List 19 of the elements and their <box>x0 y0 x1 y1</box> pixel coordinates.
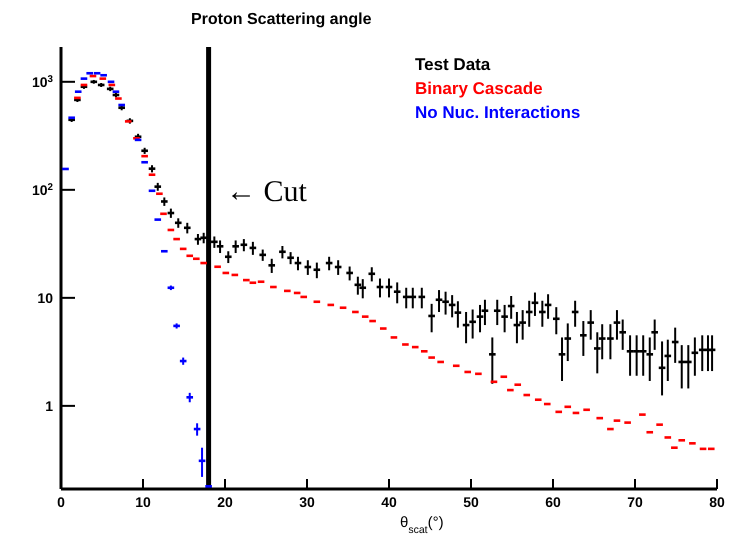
x-tick-label: 20 <box>217 494 233 510</box>
x-tick-label: 30 <box>299 494 315 510</box>
y-tick-label: 1 <box>45 398 54 414</box>
x-tick-label: 80 <box>709 494 725 510</box>
text: No Nuc. Interactions <box>415 103 580 122</box>
x-tick-label: 40 <box>381 494 397 510</box>
text: Test Data <box>415 55 491 74</box>
x-tick-label: 0 <box>57 494 66 510</box>
y-tick-label: 10 <box>37 290 54 306</box>
y-tick-label: 10$^{3}$ <box>32 73 54 90</box>
annotation: ← Cut <box>226 175 308 208</box>
x-tick-label: 10 <box>135 494 151 510</box>
x-tick-label: 50 <box>463 494 479 510</box>
chart-title: Proton Scattering angle <box>191 11 372 28</box>
x-axis-title: θ$_{scat}$(°) <box>400 514 444 536</box>
text: Binary Cascade <box>415 79 543 98</box>
y-tick-label: 10$^{2}$ <box>32 181 54 198</box>
x-tick-label: 60 <box>545 494 561 510</box>
x-tick-label: 70 <box>627 494 643 510</box>
